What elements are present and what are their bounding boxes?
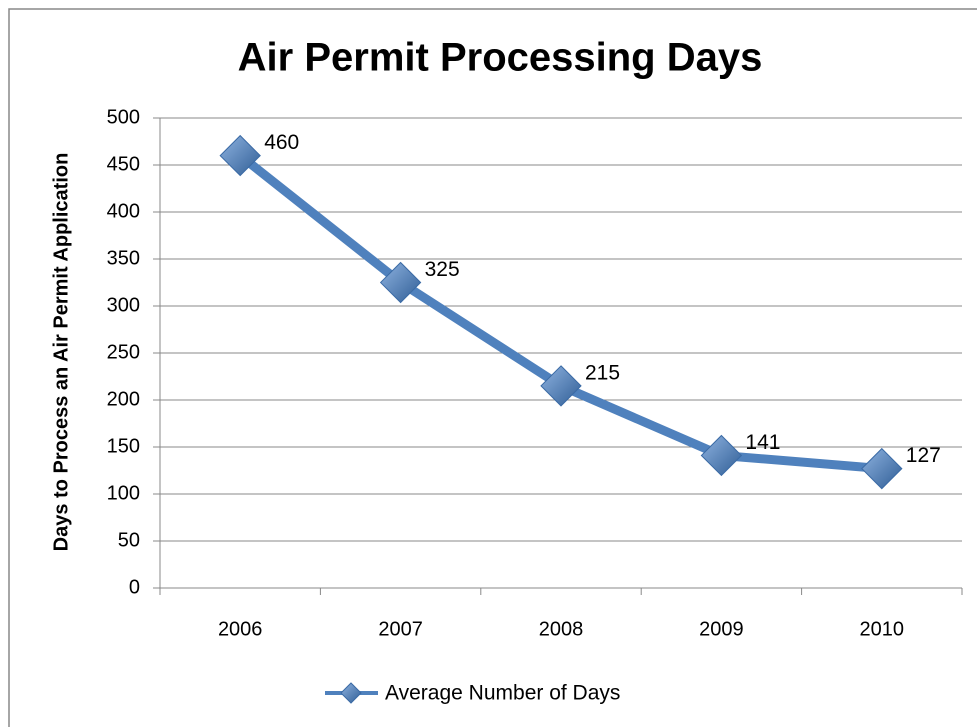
y-axis-label: Days to Process an Air Permit Applicatio… — [50, 153, 72, 552]
y-tick-label: 300 — [107, 294, 140, 316]
y-tick-label: 450 — [107, 153, 140, 175]
data-label: 325 — [425, 258, 460, 281]
y-tick-label: 200 — [107, 388, 140, 410]
chart-title: Air Permit Processing Days — [238, 36, 763, 80]
marker — [700, 434, 743, 477]
marker — [861, 447, 903, 490]
y-tick-label: 250 — [107, 341, 140, 363]
x-tick-label: 2006 — [218, 618, 263, 640]
data-label: 127 — [906, 444, 941, 467]
y-tick-label: 50 — [118, 529, 140, 551]
x-tick-label: 2007 — [378, 618, 423, 640]
legend-label: Average Number of Days — [385, 682, 620, 705]
y-tick-label: 350 — [107, 247, 140, 269]
series-line — [237, 152, 883, 474]
data-label: 215 — [585, 361, 620, 384]
x-tick-label: 2010 — [860, 618, 905, 640]
data-label: 141 — [745, 431, 780, 454]
marker — [540, 365, 582, 407]
data-label: 460 — [264, 131, 299, 154]
y-tick-label: 100 — [107, 482, 140, 504]
y-tick-label: 0 — [129, 576, 140, 598]
y-tick-label: 500 — [107, 106, 140, 128]
marker — [340, 682, 362, 704]
chart-border — [8, 8, 977, 727]
y-tick-label: 400 — [107, 200, 140, 222]
x-tick-label: 2008 — [539, 618, 584, 640]
y-tick-label: 150 — [107, 435, 140, 457]
marker — [379, 261, 422, 304]
marker — [219, 134, 261, 177]
x-tick-label: 2009 — [699, 618, 744, 640]
